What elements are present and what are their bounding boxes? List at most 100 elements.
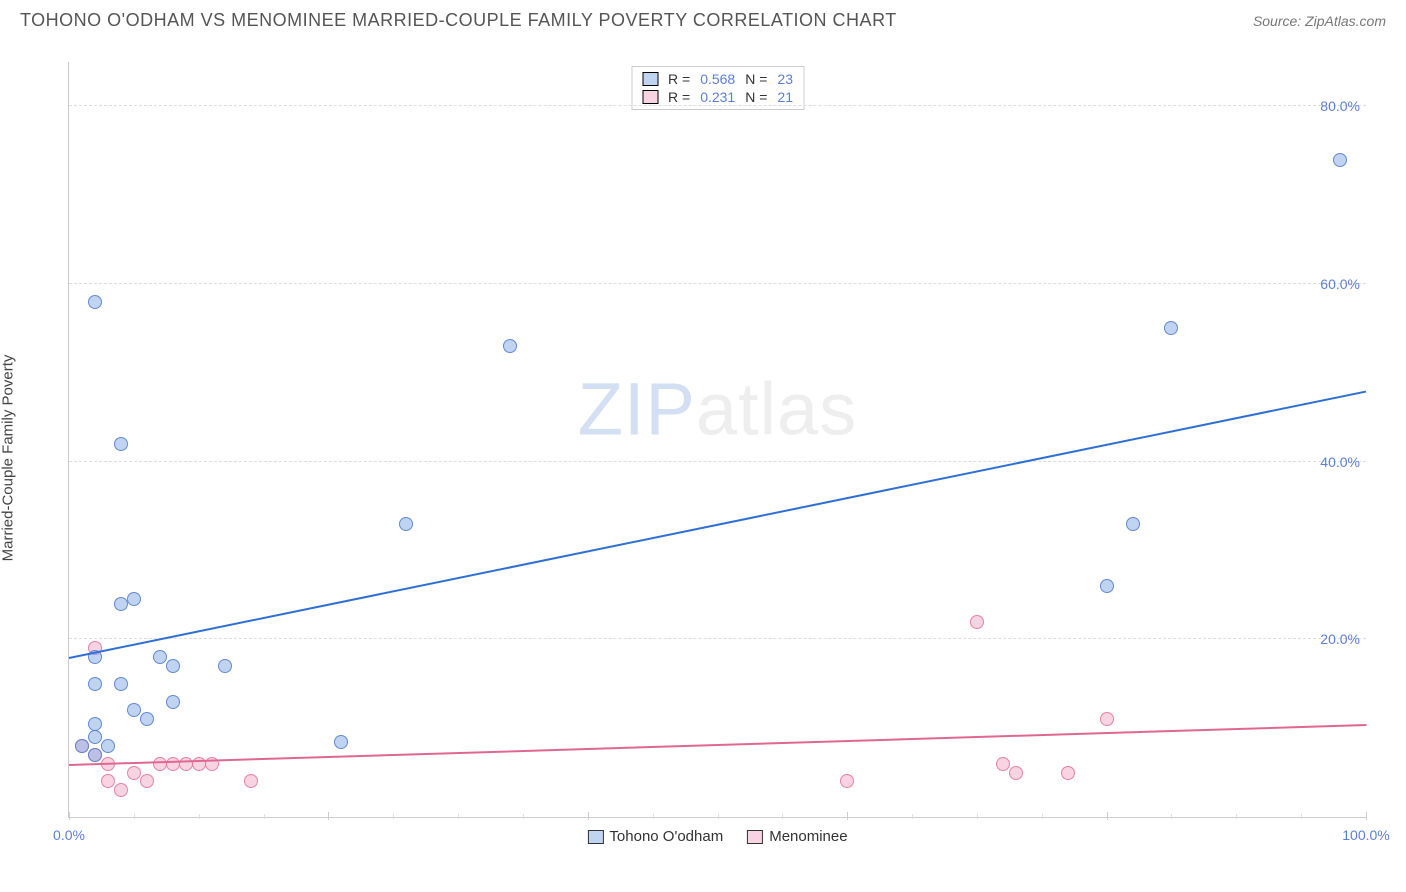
plot-area: ZIPatlas R = 0.568 N = 23 R = 0.231 N = … xyxy=(68,62,1366,818)
data-point-a xyxy=(127,592,141,606)
watermark-atlas: atlas xyxy=(696,368,857,451)
data-point-a xyxy=(1164,321,1178,335)
legend-swatch-a xyxy=(642,72,658,86)
data-point-a xyxy=(88,748,102,762)
x-tick-minor xyxy=(1301,814,1302,819)
y-tick-label: 40.0% xyxy=(1320,454,1360,470)
x-tick-minor xyxy=(134,814,135,819)
watermark: ZIPatlas xyxy=(578,367,857,452)
data-point-a xyxy=(1100,579,1114,593)
source-label: Source: xyxy=(1253,13,1305,29)
data-point-a xyxy=(88,717,102,731)
x-tick-major xyxy=(1366,812,1367,820)
chart-container: Married-Couple Family Poverty ZIPatlas R… xyxy=(20,48,1386,868)
n-value-b: 21 xyxy=(777,89,793,105)
data-point-b xyxy=(1009,766,1023,780)
y-tick-label: 60.0% xyxy=(1320,276,1360,292)
legend-item-a: Tohono O'odham xyxy=(587,828,723,845)
x-tick-minor xyxy=(1171,814,1172,819)
n-label: N = xyxy=(745,71,767,87)
data-point-a xyxy=(166,695,180,709)
data-point-a xyxy=(114,437,128,451)
n-value-a: 23 xyxy=(777,71,793,87)
legend-swatch-b xyxy=(747,830,763,844)
data-point-b xyxy=(1061,766,1075,780)
x-tick-minor xyxy=(264,814,265,819)
r-value-a: 0.568 xyxy=(700,71,735,87)
r-value-b: 0.231 xyxy=(700,89,735,105)
gridline xyxy=(69,638,1366,639)
legend-label-b: Menominee xyxy=(769,828,847,845)
legend-row-b: R = 0.231 N = 21 xyxy=(642,88,793,106)
source-name: ZipAtlas.com xyxy=(1305,13,1386,29)
chart-header: TOHONO O'ODHAM VS MENOMINEE MARRIED-COUP… xyxy=(0,0,1406,37)
x-tick-minor xyxy=(912,814,913,819)
data-point-a xyxy=(127,703,141,717)
legend-row-a: R = 0.568 N = 23 xyxy=(642,70,793,88)
y-tick-label: 80.0% xyxy=(1320,98,1360,114)
data-point-a xyxy=(114,597,128,611)
data-point-a xyxy=(114,677,128,691)
data-point-b xyxy=(140,774,154,788)
data-point-a xyxy=(1126,517,1140,531)
x-tick-label-right: 100.0% xyxy=(1342,827,1389,843)
x-tick-label-left: 0.0% xyxy=(53,827,85,843)
data-point-a xyxy=(101,739,115,753)
r-label: R = xyxy=(668,89,690,105)
gridline xyxy=(69,283,1366,284)
gridline xyxy=(69,105,1366,106)
source-attribution: Source: ZipAtlas.com xyxy=(1253,13,1386,29)
data-point-a xyxy=(166,659,180,673)
x-tick-major xyxy=(328,812,329,820)
data-point-b xyxy=(996,757,1010,771)
data-point-b xyxy=(244,774,258,788)
n-label: N = xyxy=(745,89,767,105)
legend-label-a: Tohono O'odham xyxy=(609,828,723,845)
data-point-a xyxy=(88,730,102,744)
series-legend: Tohono O'odham Menominee xyxy=(587,828,847,845)
y-tick-label: 20.0% xyxy=(1320,631,1360,647)
chart-title: TOHONO O'ODHAM VS MENOMINEE MARRIED-COUP… xyxy=(20,10,897,31)
legend-swatch-b xyxy=(642,90,658,104)
data-point-a xyxy=(399,517,413,531)
data-point-b xyxy=(101,774,115,788)
data-point-b xyxy=(1100,712,1114,726)
correlation-legend: R = 0.568 N = 23 R = 0.231 N = 21 xyxy=(631,66,804,110)
r-label: R = xyxy=(668,71,690,87)
trendline-a xyxy=(69,391,1366,659)
x-tick-minor xyxy=(199,814,200,819)
data-point-b xyxy=(114,783,128,797)
data-point-a xyxy=(218,659,232,673)
data-point-a xyxy=(334,735,348,749)
data-point-b xyxy=(166,757,180,771)
x-tick-minor xyxy=(977,814,978,819)
data-point-b xyxy=(179,757,193,771)
x-tick-minor xyxy=(1236,814,1237,819)
data-point-a xyxy=(75,739,89,753)
data-point-a xyxy=(1333,153,1347,167)
data-point-b xyxy=(153,757,167,771)
legend-swatch-a xyxy=(587,830,603,844)
data-point-a xyxy=(88,295,102,309)
x-tick-minor xyxy=(1042,814,1043,819)
x-tick-minor xyxy=(393,814,394,819)
x-tick-major xyxy=(847,812,848,820)
x-tick-minor xyxy=(782,814,783,819)
x-tick-minor xyxy=(458,814,459,819)
x-tick-major xyxy=(588,812,589,820)
data-point-b xyxy=(192,757,206,771)
data-point-a xyxy=(503,339,517,353)
data-point-b xyxy=(127,766,141,780)
x-tick-minor xyxy=(523,814,524,819)
x-tick-major xyxy=(69,812,70,820)
x-tick-minor xyxy=(718,814,719,819)
y-axis-label: Married-Couple Family Poverty xyxy=(0,355,17,562)
watermark-zip: ZIP xyxy=(578,368,696,451)
legend-item-b: Menominee xyxy=(747,828,847,845)
trendline-b xyxy=(69,724,1366,766)
data-point-b xyxy=(970,615,984,629)
x-tick-minor xyxy=(653,814,654,819)
x-tick-major xyxy=(1107,812,1108,820)
data-point-a xyxy=(88,677,102,691)
data-point-b xyxy=(840,774,854,788)
